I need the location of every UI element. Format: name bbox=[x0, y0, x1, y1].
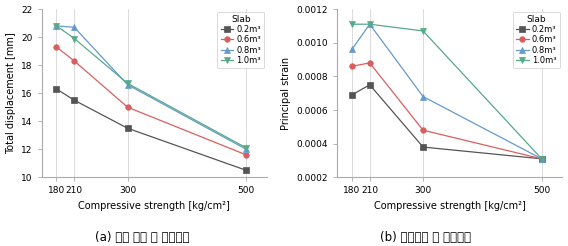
0.2m³ bbox=[538, 157, 545, 160]
Line: 0.8m³: 0.8m³ bbox=[54, 23, 249, 152]
Legend: 0.2m³, 0.6m³, 0.8m³, 1.0m³: 0.2m³, 0.6m³, 0.8m³, 1.0m³ bbox=[513, 12, 560, 68]
Text: (a) 전체 변위 대 압축강도: (a) 전체 변위 대 압축강도 bbox=[95, 231, 189, 244]
0.8m³ bbox=[243, 148, 250, 151]
1.0m³ bbox=[538, 157, 545, 160]
Line: 1.0m³: 1.0m³ bbox=[349, 21, 545, 162]
0.2m³ bbox=[366, 83, 373, 86]
0.8m³ bbox=[71, 26, 78, 29]
0.8m³ bbox=[349, 48, 356, 51]
0.2m³ bbox=[420, 146, 427, 149]
1.0m³ bbox=[366, 23, 373, 26]
0.8m³ bbox=[420, 95, 427, 98]
1.0m³ bbox=[349, 23, 356, 26]
0.2m³ bbox=[53, 88, 60, 91]
Line: 1.0m³: 1.0m³ bbox=[54, 23, 249, 151]
Line: 0.6m³: 0.6m³ bbox=[54, 44, 249, 158]
0.2m³ bbox=[243, 169, 250, 172]
Y-axis label: Principal strain: Principal strain bbox=[281, 57, 291, 130]
1.0m³ bbox=[71, 37, 78, 40]
0.6m³ bbox=[420, 129, 427, 132]
1.0m³ bbox=[243, 146, 250, 149]
0.6m³ bbox=[243, 154, 250, 156]
X-axis label: Compressive strength [kg/cm²]: Compressive strength [kg/cm²] bbox=[374, 201, 526, 211]
1.0m³ bbox=[53, 24, 60, 27]
0.6m³ bbox=[538, 157, 545, 160]
Line: 0.8m³: 0.8m³ bbox=[349, 21, 545, 162]
0.6m³ bbox=[366, 62, 373, 64]
0.6m³ bbox=[71, 60, 78, 62]
0.8m³ bbox=[538, 157, 545, 160]
Legend: 0.2m³, 0.6m³, 0.8m³, 1.0m³: 0.2m³, 0.6m³, 0.8m³, 1.0m³ bbox=[217, 12, 265, 68]
1.0m³ bbox=[124, 82, 131, 85]
0.2m³ bbox=[124, 127, 131, 130]
0.8m³ bbox=[366, 23, 373, 26]
0.6m³ bbox=[53, 46, 60, 48]
0.6m³ bbox=[124, 106, 131, 109]
Line: 0.2m³: 0.2m³ bbox=[54, 86, 249, 173]
1.0m³ bbox=[420, 30, 427, 32]
Line: 0.6m³: 0.6m³ bbox=[349, 60, 545, 162]
Y-axis label: Total displacement [mm]: Total displacement [mm] bbox=[6, 32, 15, 154]
Line: 0.2m³: 0.2m³ bbox=[349, 82, 545, 162]
0.6m³ bbox=[349, 65, 356, 68]
X-axis label: Compressive strength [kg/cm²]: Compressive strength [kg/cm²] bbox=[78, 201, 230, 211]
0.8m³ bbox=[124, 83, 131, 86]
Text: (b) 주변형률 대 압축강도: (b) 주변형률 대 압축강도 bbox=[381, 231, 471, 244]
0.8m³ bbox=[53, 24, 60, 27]
0.2m³ bbox=[349, 93, 356, 96]
0.2m³ bbox=[71, 99, 78, 102]
